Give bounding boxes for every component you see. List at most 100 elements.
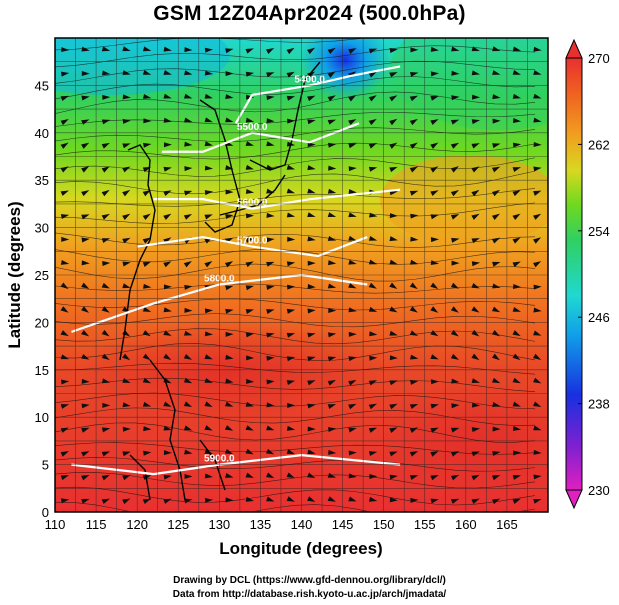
wind-arrow [266, 448, 275, 455]
wind-arrow [225, 214, 234, 219]
wind-arrow [286, 332, 296, 338]
wind-arrow [368, 166, 378, 172]
wind-arrow [348, 356, 357, 362]
wind-arrow [512, 401, 521, 407]
wind-arrow [348, 283, 357, 289]
streamline [55, 263, 536, 282]
wind-arrow [101, 119, 111, 125]
wind-arrow [410, 354, 419, 360]
wind-arrow [307, 496, 316, 502]
wind-arrow [451, 403, 460, 409]
streamline [55, 232, 536, 248]
wind-arrow [225, 189, 234, 195]
wind-arrow [307, 356, 316, 362]
wind-arrow [204, 401, 213, 408]
wind-arrow [81, 378, 90, 384]
wind-arrow [368, 282, 377, 289]
wind-arrow [512, 425, 522, 431]
wind-arrow [122, 46, 131, 52]
wind-arrow [513, 284, 522, 290]
wind-arrow [81, 190, 90, 197]
wind-arrow [286, 47, 295, 55]
wind-arrow [286, 212, 296, 218]
wind-arrow [81, 427, 90, 433]
wind-arrow [245, 48, 254, 54]
wind-arrow [245, 425, 254, 431]
wind-arrow [471, 474, 480, 481]
wind-arrow [60, 142, 69, 149]
grid-lines [54, 37, 549, 513]
wind-arrow [245, 496, 255, 502]
wind-arrow [492, 402, 501, 407]
wind-arrow [389, 95, 398, 102]
wind-arrow [327, 188, 337, 194]
wind-arrow [143, 426, 152, 432]
wind-arrow [225, 308, 234, 314]
wind-arrow [142, 70, 152, 75]
colorbar-max-triangle [565, 38, 583, 59]
wind-arrow [245, 71, 255, 77]
wind-arrow [81, 95, 90, 101]
wind-arrow [122, 353, 131, 361]
streamline [55, 283, 536, 294]
wind-arrow [204, 214, 213, 220]
wind-arrow [471, 261, 481, 267]
y-axis-title: Latitude (degrees) [5, 201, 24, 348]
wind-arrow [101, 498, 111, 505]
wind-arrow [101, 329, 110, 337]
plot-frame [54, 37, 549, 513]
wind-arrow [369, 212, 378, 218]
wind-arrow [142, 498, 152, 505]
colorbar-tick-label: 246 [588, 310, 610, 325]
wind-arrow [512, 237, 521, 244]
wind-arrow [389, 497, 398, 503]
wind-arrow [81, 498, 90, 504]
wind-arrow [492, 118, 501, 124]
wind-arrow [246, 378, 255, 384]
wind-arrow [430, 403, 439, 409]
wind-arrow [183, 377, 193, 384]
wind-arrow [512, 377, 521, 384]
wind-arrow [142, 261, 152, 267]
wind-arrow [81, 70, 90, 76]
wind-arrow [430, 46, 439, 52]
y-tick-label: 20 [35, 315, 49, 330]
wind-arrow [368, 306, 378, 312]
wind-arrow [430, 237, 440, 243]
wind-arrow [81, 214, 90, 220]
wind-arrow [368, 427, 378, 433]
wind-arrow [245, 472, 254, 478]
streamline [55, 111, 536, 127]
wind-arrow [224, 448, 234, 455]
wind-arrow [102, 94, 111, 100]
wind-arrow [348, 379, 357, 386]
wind-arrow [450, 142, 460, 149]
wind-arrow [81, 474, 90, 481]
wind-arrow [266, 472, 275, 479]
streamline [55, 91, 536, 114]
wind-arrow [389, 236, 398, 242]
wind-arrow [307, 260, 316, 266]
streamline [55, 142, 536, 160]
streamline [55, 76, 536, 100]
wind-arrow [204, 354, 213, 360]
wind-arrow [471, 143, 480, 149]
wind-arrow [245, 332, 255, 338]
wind-arrow [512, 190, 521, 197]
streamline [55, 472, 536, 489]
x-tick-label: 165 [496, 517, 518, 532]
wind-arrow [471, 283, 480, 289]
wind-arrow [368, 451, 378, 457]
wind-arrow [533, 330, 542, 336]
wind-arrow [225, 117, 234, 123]
wind-arrow [307, 188, 316, 194]
wind-arrow [430, 119, 439, 125]
wind-arrow [204, 260, 213, 268]
wind-arrow [348, 235, 357, 241]
wind-arrow [492, 451, 501, 457]
wind-arrow [491, 306, 501, 313]
wind-arrow [61, 236, 70, 242]
wind-arrow [163, 117, 172, 123]
wind-arrow [327, 283, 337, 289]
wind-arrow [389, 451, 398, 457]
